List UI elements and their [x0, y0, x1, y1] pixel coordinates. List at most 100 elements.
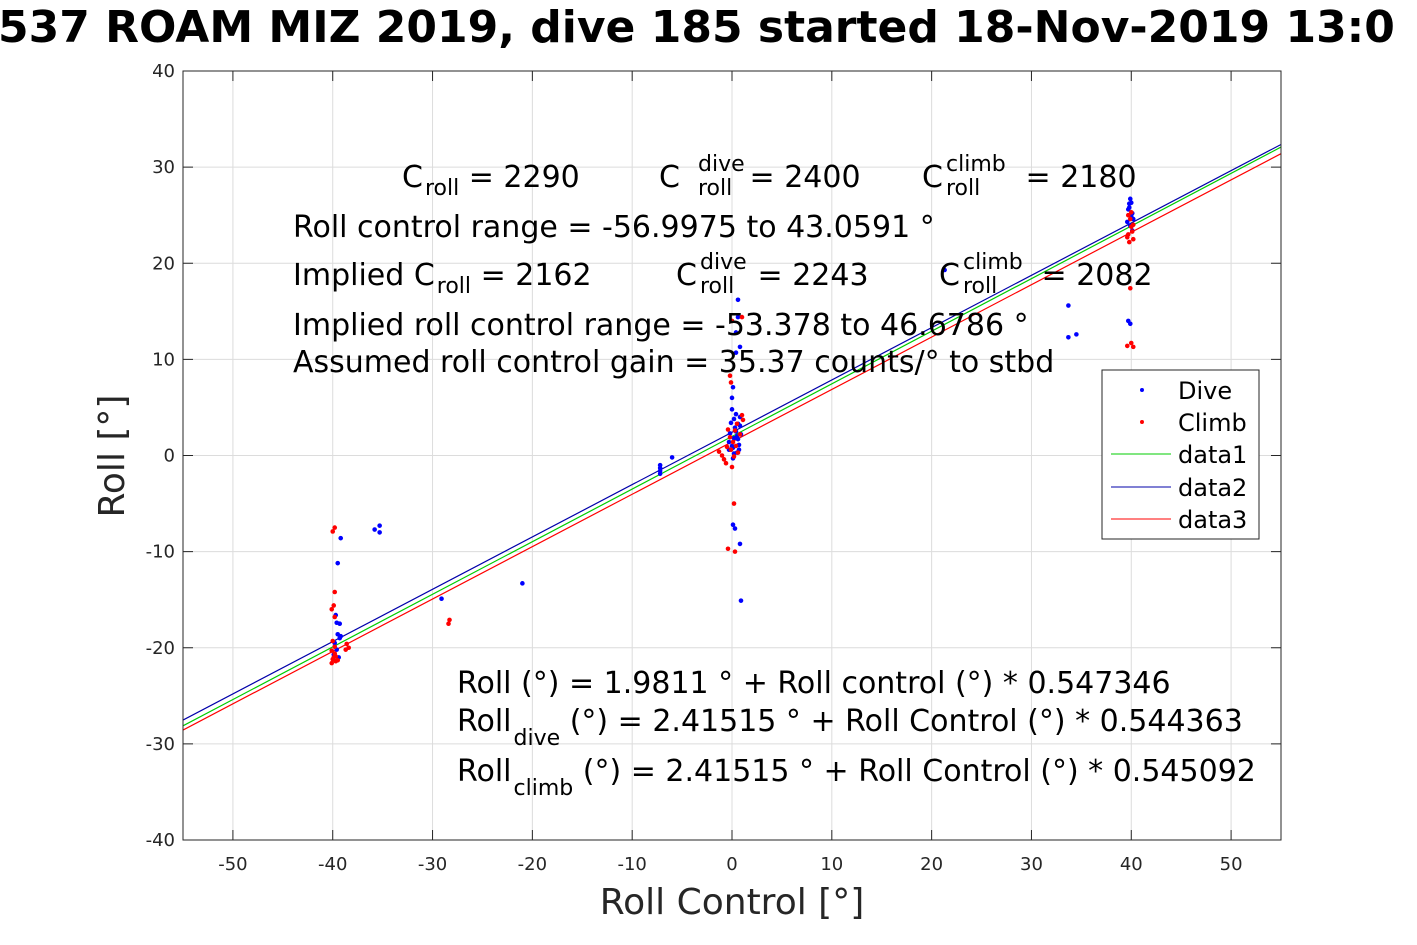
legend-marker-dive [1140, 388, 1144, 392]
point-dive [731, 416, 737, 422]
legend-label-data2: data2 [1178, 474, 1247, 502]
point-dive [735, 297, 741, 303]
point-dive [372, 527, 377, 532]
point-climb [330, 638, 336, 644]
x-tick-label: 0 [726, 854, 737, 875]
point-dive [729, 407, 735, 412]
point-dive [733, 350, 739, 355]
point-dive [1124, 219, 1130, 225]
point-climb [329, 648, 335, 653]
point-climb [739, 412, 745, 418]
point-climb [729, 318, 735, 324]
point-climb [331, 603, 337, 608]
legend-label-climb: Climb [1178, 409, 1247, 437]
x-tick-label: 50 [1220, 854, 1243, 875]
y-tick-label: 20 [152, 253, 175, 274]
legend-label-data1: data1 [1178, 441, 1247, 469]
point-climb [731, 501, 737, 506]
annotation-fit-dive: Rolldive (°) = 2.41515 ° + Roll Control … [457, 704, 1243, 751]
annotation-croll: Croll = 2290 [402, 160, 580, 201]
point-climb [332, 589, 338, 595]
point-climb [446, 621, 451, 627]
point-dive [730, 384, 736, 390]
x-axis-label: Roll Control [°] [600, 882, 865, 923]
point-climb [728, 380, 734, 385]
legend-marker-climb [1140, 420, 1144, 424]
point-climb [1124, 234, 1130, 240]
point-climb [1129, 229, 1135, 234]
point-dive [1127, 321, 1133, 327]
point-dive [733, 330, 739, 335]
point-climb [731, 454, 737, 459]
y-tick-label: -20 [146, 638, 175, 659]
point-climb [332, 614, 338, 620]
point-climb [740, 417, 746, 423]
point-dive [727, 431, 733, 436]
point-dive [439, 596, 444, 602]
point-dive [738, 598, 744, 603]
y-tick-label: -10 [146, 542, 175, 563]
x-tick-label: 20 [920, 854, 943, 875]
y-tick-label: -40 [146, 830, 175, 851]
point-dive [337, 621, 343, 627]
point-climb [1127, 216, 1133, 222]
annotation-gain: Assumed roll control gain = 35.37 counts… [293, 345, 1054, 380]
point-climb [732, 428, 738, 433]
point-climb [716, 449, 722, 454]
point-climb [729, 464, 735, 470]
point-dive [1126, 201, 1132, 206]
chart-title: 537 ROAM MIZ 2019, dive 185 started 18-N… [0, 2, 1417, 58]
point-dive [1127, 196, 1133, 202]
point-dive [337, 635, 343, 641]
legend-label-data3: data3 [1178, 506, 1247, 534]
y-tick-label: -30 [146, 734, 175, 755]
annotation-fit-climb: Rollclimb (°) = 2.41515 ° + Roll Control… [457, 754, 1256, 801]
point-dive [737, 541, 743, 547]
point-climb [1130, 236, 1136, 242]
point-dive [732, 526, 738, 531]
y-tick-label: 30 [152, 157, 175, 178]
legend-label-dive: Dive [1178, 377, 1232, 405]
point-climb [739, 314, 745, 320]
y-tick-label: 0 [164, 446, 175, 467]
point-dive [520, 581, 525, 586]
x-tick-label: -40 [318, 854, 347, 875]
y-tick-label: 40 [152, 61, 175, 82]
point-climb [1125, 212, 1131, 218]
point-climb [1128, 340, 1134, 346]
point-dive [338, 535, 344, 541]
point-climb [329, 660, 335, 666]
point-dive [669, 455, 675, 460]
point-dive [335, 560, 341, 566]
x-tick-label: 10 [820, 854, 843, 875]
point-dive [728, 420, 734, 426]
x-tick-label: -10 [617, 854, 646, 875]
point-climb [346, 645, 351, 651]
point-climb [727, 434, 733, 440]
point-climb [335, 657, 341, 663]
point-climb [735, 450, 741, 455]
point-dive [1125, 207, 1131, 212]
point-dive [377, 530, 382, 535]
point-climb [333, 654, 339, 659]
point-climb [719, 453, 725, 458]
point-climb [1127, 285, 1133, 291]
point-dive [735, 314, 741, 320]
data-points [329, 196, 1136, 666]
point-climb [725, 546, 731, 552]
point-climb [734, 421, 740, 427]
point-climb [723, 460, 729, 466]
point-dive [729, 395, 735, 401]
x-tick-label: 30 [1020, 854, 1043, 875]
annotation-implied-croll: Implied Croll = 2162 [293, 258, 592, 299]
point-dive [1066, 334, 1071, 340]
point-dive [737, 344, 743, 350]
x-tick-labels: -50 -40 -30 -20 -10 0 10 20 30 40 50 [218, 854, 1242, 875]
chart-title-text: 537 ROAM MIZ 2019, dive 185 started 18-N… [0, 2, 1395, 53]
